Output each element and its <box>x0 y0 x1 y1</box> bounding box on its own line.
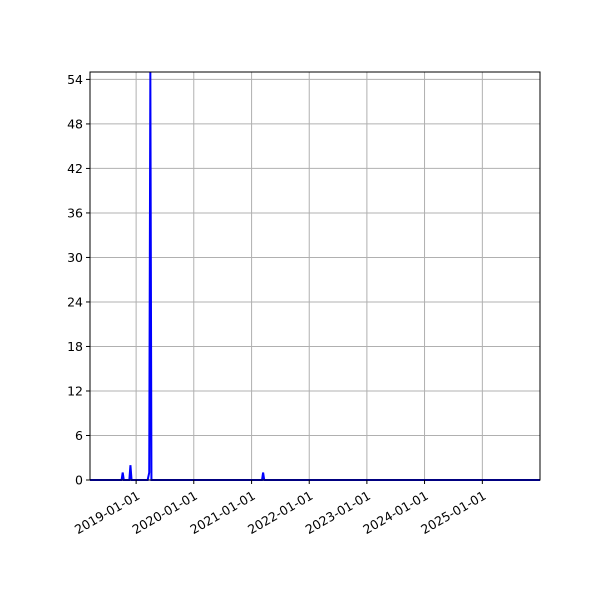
y-tick-label: 54 <box>67 72 83 87</box>
x-tick-label: 2020-01-01 <box>130 488 200 537</box>
y-tick-label: 24 <box>67 294 83 309</box>
y-tick-label: 12 <box>67 383 83 398</box>
plot-frame <box>89 71 541 481</box>
y-tick-label: 30 <box>67 250 83 265</box>
grid-layer <box>90 72 540 481</box>
x-tick-label: 2024-01-01 <box>360 488 430 537</box>
y-tick-label: 18 <box>67 339 83 354</box>
y-tick-label: 36 <box>67 205 83 220</box>
y-tick-label: 0 <box>75 473 83 488</box>
y-tick-label: 48 <box>67 116 83 131</box>
series-line <box>90 71 540 481</box>
x-tick-label: 2025-01-01 <box>418 488 488 537</box>
series-layer <box>90 71 540 481</box>
y-tick-label: 42 <box>67 161 83 176</box>
y-tick-label: 6 <box>75 428 83 443</box>
